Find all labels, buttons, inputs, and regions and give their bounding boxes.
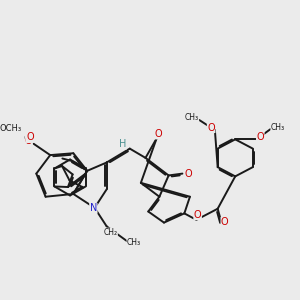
Text: O: O [25,136,32,146]
Text: CH₃: CH₃ [184,113,199,122]
Text: OCH₃: OCH₃ [0,124,21,134]
Text: O: O [221,218,229,227]
Text: O: O [194,210,201,220]
Text: O: O [154,129,162,139]
Text: CH₃: CH₃ [127,238,141,247]
Text: O: O [256,132,264,142]
Text: O: O [26,133,34,142]
Text: O: O [207,123,215,133]
Text: H: H [119,139,127,149]
Text: CH₃: CH₃ [271,123,285,132]
Text: O: O [184,169,192,179]
Text: CH₂: CH₂ [103,228,118,237]
Text: N: N [90,203,97,213]
